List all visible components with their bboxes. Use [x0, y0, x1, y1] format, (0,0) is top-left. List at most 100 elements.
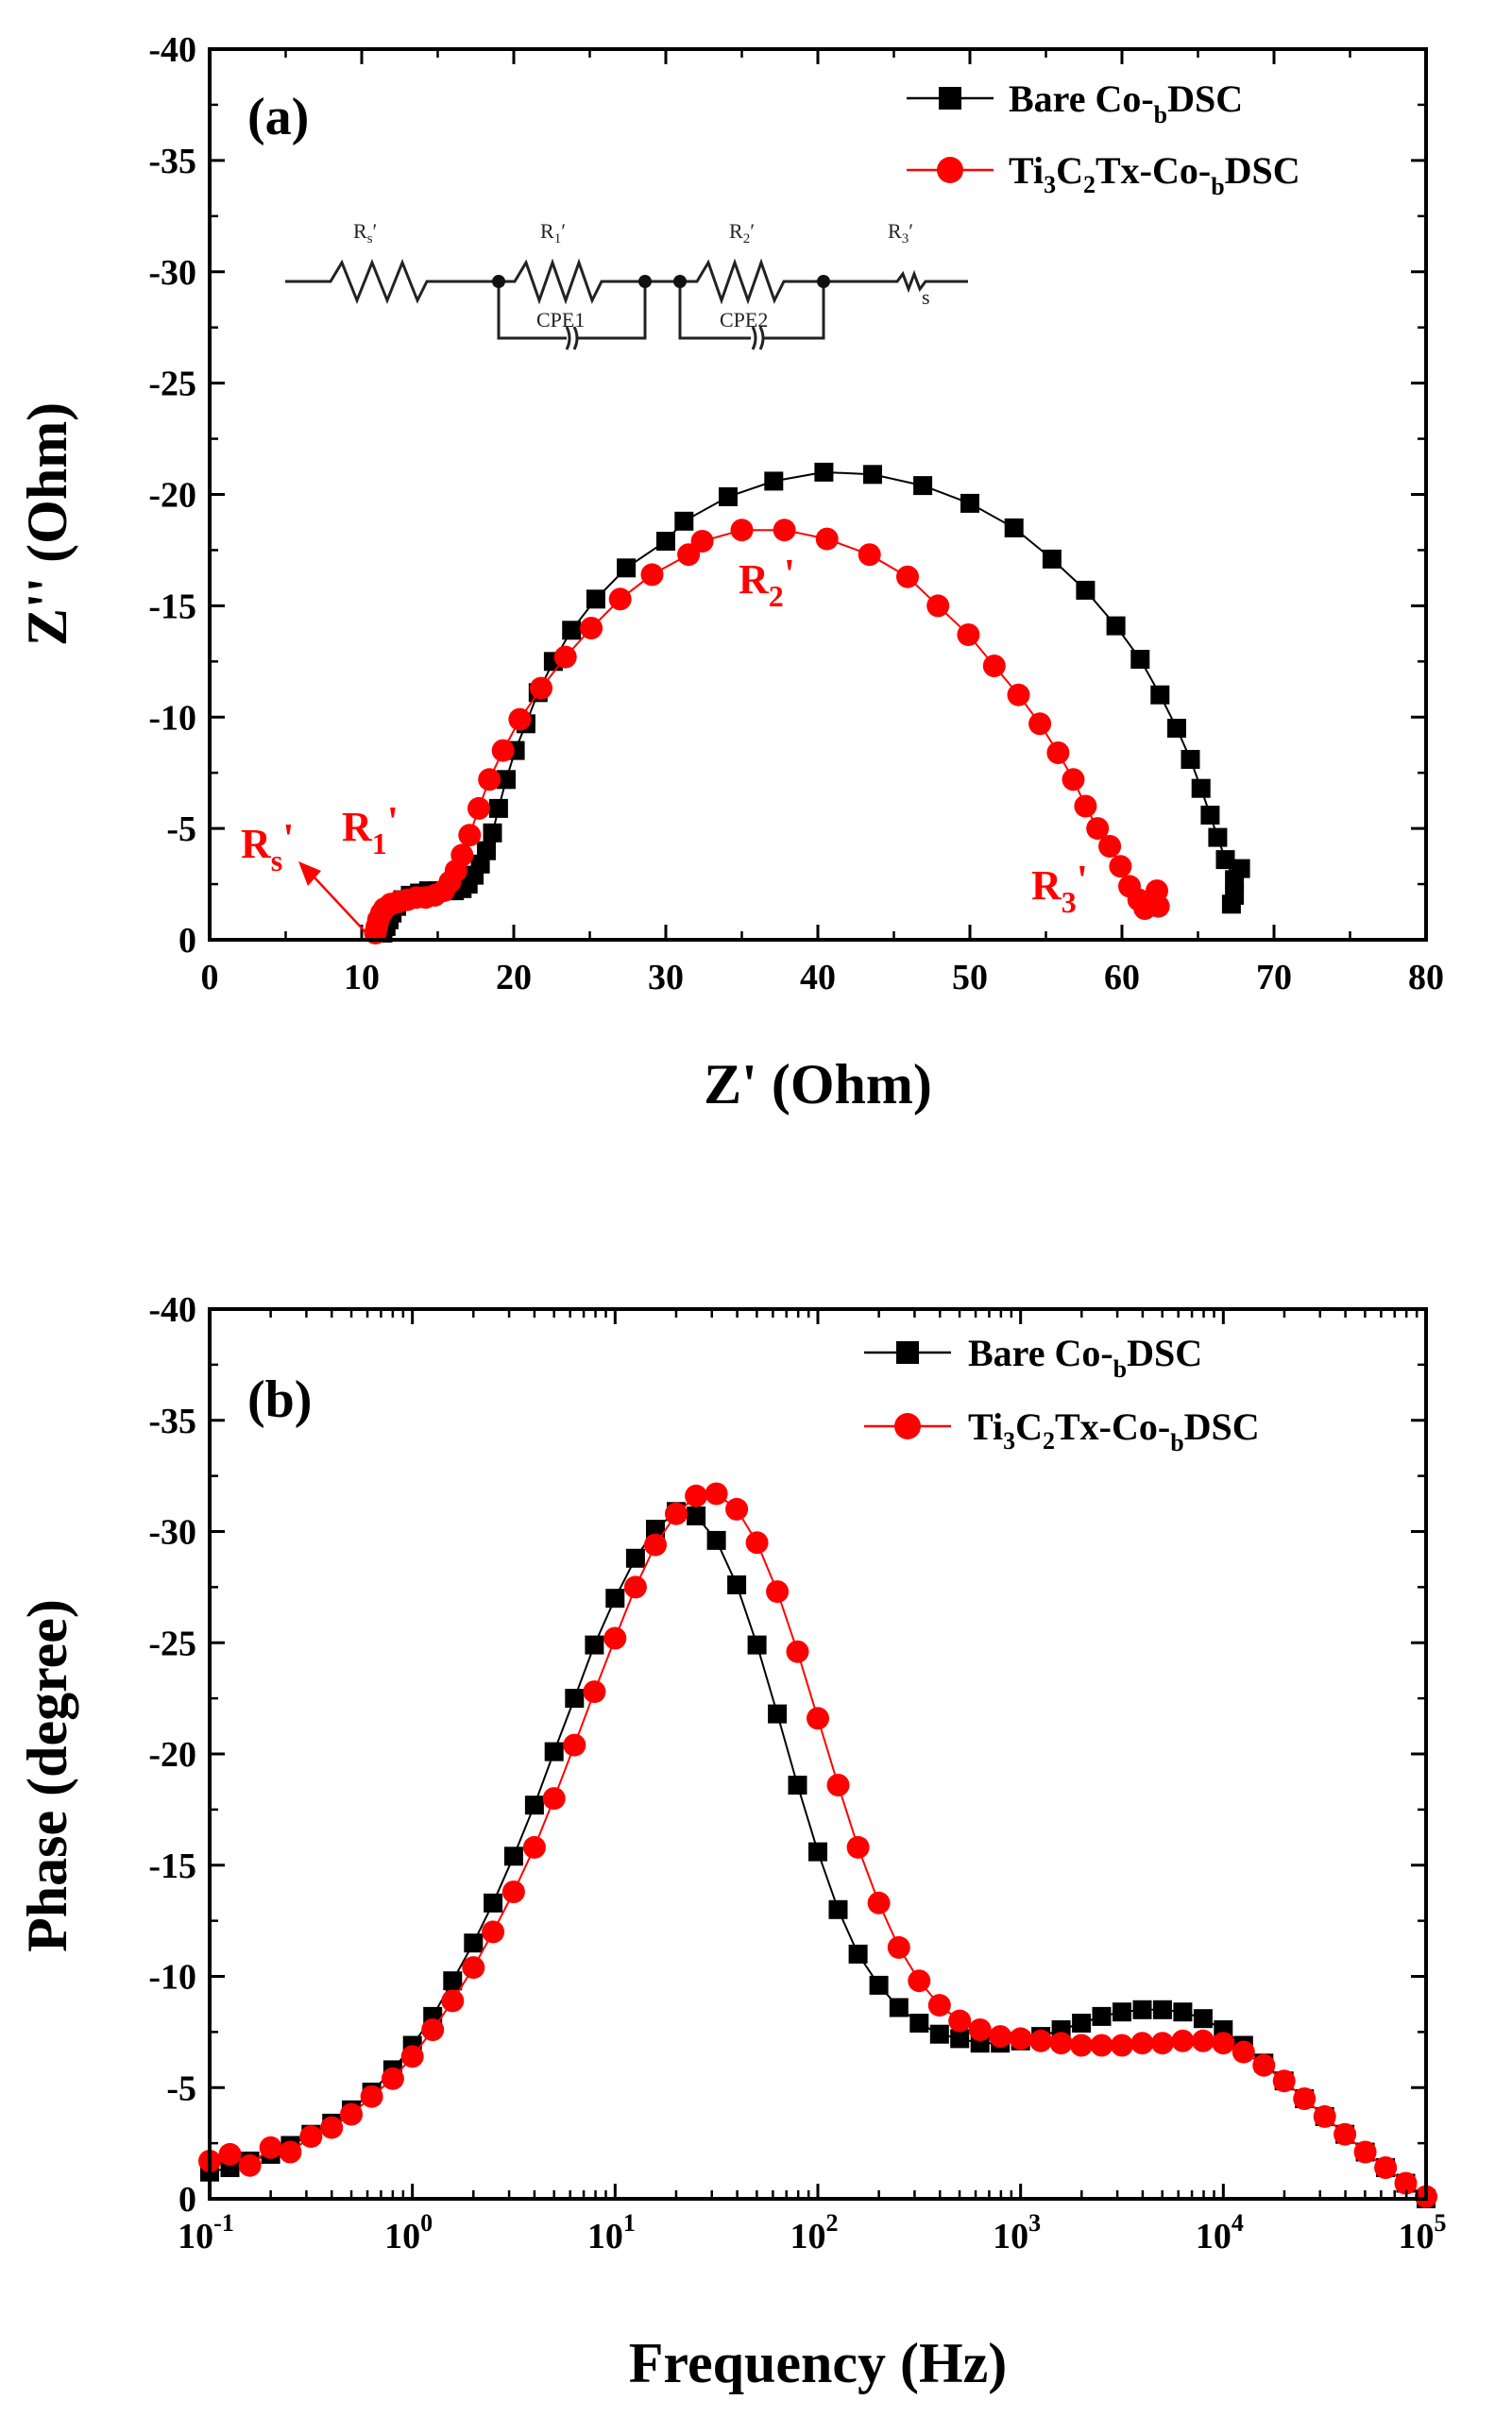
data-point-ti3c2tx [623, 1575, 647, 1599]
circuit-label-r2: R2′ [729, 219, 755, 247]
data-point-bare [909, 2014, 929, 2033]
data-point-bare [1132, 2000, 1152, 2019]
data-point-bare [889, 1998, 909, 2017]
circuit-label-warburg: s [922, 285, 930, 309]
y-tick-label: -15 [148, 1847, 196, 1886]
data-point-ti3c2tx [730, 519, 754, 542]
annotation-r1: R1' [342, 798, 399, 860]
data-point-bare [1113, 2002, 1131, 2022]
circuit-label-r1: R1′ [540, 219, 566, 247]
data-point-bare [687, 1506, 706, 1525]
data-point-ti3c2tx [867, 1891, 891, 1915]
x-tick-label: 104 [1196, 2209, 1244, 2256]
legend-b-marker-bare [896, 1341, 919, 1364]
data-point-ti3c2tx [553, 645, 577, 669]
y-tick-label: -20 [148, 476, 196, 516]
data-point-ti3c2tx [1046, 741, 1070, 764]
circuit-node [817, 275, 830, 288]
circuit-resistor-r2 [680, 258, 824, 305]
y-tick-label: -25 [148, 365, 196, 404]
data-point-bare [585, 1635, 604, 1655]
data-point-bare [1173, 2002, 1193, 2022]
data-point-bare [646, 1520, 665, 1540]
data-point-ti3c2tx [644, 1533, 667, 1557]
data-point-bare [562, 621, 582, 640]
data-point-ti3c2tx [948, 2009, 972, 2033]
data-point-bare [1231, 859, 1250, 878]
data-point-bare [484, 1893, 503, 1913]
data-point-bare [768, 1704, 788, 1724]
data-point-bare [586, 589, 605, 609]
panel-b-label: (b) [247, 1370, 312, 1429]
data-point-ti3c2tx [846, 1835, 870, 1859]
data-point-ti3c2tx [1062, 768, 1085, 791]
data-point-ti3c2tx [563, 1733, 586, 1757]
data-point-bare [1076, 580, 1096, 600]
circuit-node [673, 275, 687, 288]
data-point-bare [960, 493, 979, 513]
circuit-label-rs: Rs′ [353, 219, 377, 247]
data-point-ti3c2tx [1111, 2034, 1133, 2057]
data-point-ti3c2tx [238, 2153, 262, 2177]
data-point-ti3c2tx [665, 1502, 688, 1525]
data-point-ti3c2tx [640, 563, 664, 587]
data-point-bare [1208, 827, 1228, 847]
data-point-ti3c2tx [1353, 2140, 1377, 2164]
equivalent-circuit-inset: Rs′ R1′ R2′ R3′ CPE1 CPE2 s [285, 219, 968, 350]
data-point-ti3c2tx [299, 2125, 323, 2149]
panel-a-label: (a) [247, 88, 309, 146]
panel-a-nyquist-plot: 0 -5 -10 -15 -20 -25 -30 -35 -40 0 10 20 30 40 50 60 70 8… [16, 30, 1444, 1115]
y-tick-label: -30 [148, 1513, 196, 1553]
annotation-rs: Rs' [241, 815, 294, 877]
data-point-bare [1072, 2014, 1092, 2033]
x-tick-label: 101 [587, 2209, 636, 2256]
data-point-bare [1181, 750, 1200, 769]
data-point-ti3c2tx [705, 1482, 728, 1506]
x-tick-label: 100 [384, 2209, 433, 2256]
data-point-ti3c2tx [766, 1580, 790, 1604]
data-point-ti3c2tx [1334, 2122, 1357, 2146]
data-point-ti3c2tx [957, 623, 980, 646]
data-point-bare [1215, 850, 1235, 870]
data-point-bare [503, 1847, 523, 1866]
data-point-bare [1004, 518, 1024, 537]
data-point-bare [544, 1742, 564, 1762]
y-tick-label: -20 [148, 1735, 196, 1775]
data-point-bare [1193, 2009, 1213, 2029]
data-point-ti3c2tx [279, 2140, 302, 2164]
data-point-bare [1167, 719, 1186, 738]
data-point-ti3c2tx [1074, 794, 1097, 818]
data-point-ti3c2tx [926, 594, 950, 618]
data-point-ti3c2tx [1212, 2032, 1235, 2055]
data-point-ti3c2tx [583, 1680, 606, 1704]
y-tick-label: -40 [148, 1290, 196, 1330]
x-tick-label: 10-1 [178, 2209, 234, 2256]
data-point-bare [929, 2024, 949, 2044]
data-point-ti3c2tx [478, 768, 501, 791]
data-point-ti3c2tx [458, 824, 482, 847]
data-point-ti3c2tx [1313, 2104, 1336, 2128]
legend-b-marker-ti3c2tx [894, 1413, 921, 1439]
data-point-ti3c2tx [690, 530, 714, 553]
x-tick-label: 10 [344, 958, 380, 997]
data-point-bare [477, 841, 496, 860]
circuit-resistor-r1 [499, 258, 645, 305]
panel-a-y-axis-title: Z'' (Ohm) [16, 402, 78, 646]
data-point-bare [605, 1589, 625, 1608]
data-point-ti3c2tx [725, 1497, 749, 1521]
legend-a: Bare Co-bDSC Ti3C2Tx-Co-bDSC [907, 77, 1300, 200]
panel-b-x-axis-title: Frequency (Hz) [629, 2332, 1007, 2394]
data-point-ti3c2tx [1252, 2053, 1276, 2077]
legend-b: Bare Co-bDSC Ti3C2Tx-Co-bDSC [864, 1332, 1260, 1456]
data-point-ti3c2tx [887, 1935, 910, 1959]
data-point-bare [1106, 616, 1126, 636]
data-point-ti3c2tx [1272, 2069, 1296, 2093]
data-point-bare [848, 1944, 868, 1964]
data-point-bare [483, 823, 502, 843]
data-point-ti3c2tx [807, 1707, 829, 1730]
legend-a-label-bare: Bare Co-bDSC [1009, 77, 1243, 128]
annotation-rs-arrow [313, 876, 367, 934]
y-tick-label: -30 [148, 253, 196, 293]
data-point-bare [814, 462, 834, 482]
